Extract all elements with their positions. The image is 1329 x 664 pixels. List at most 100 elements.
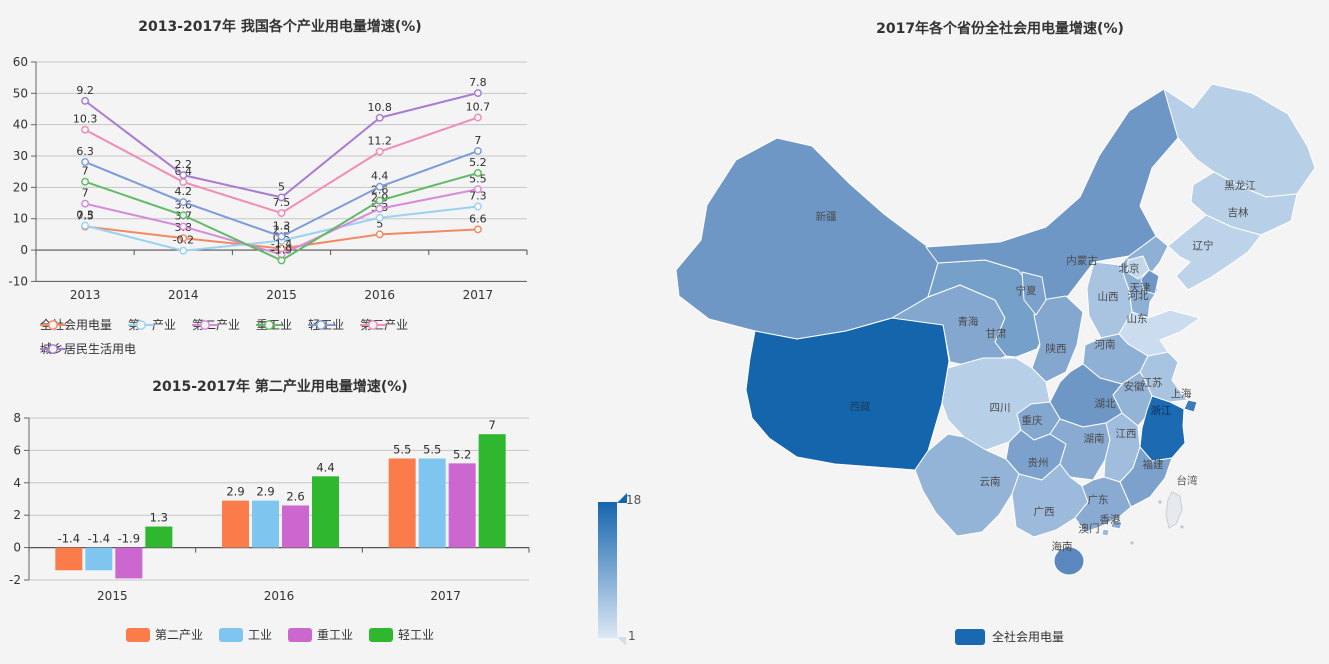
map-province[interactable]: [1053, 546, 1085, 576]
y-tick-label: 0: [13, 541, 21, 555]
province-label: 上海: [1171, 387, 1193, 400]
legend-item-工业[interactable]: 工业: [218, 626, 272, 643]
bar-chart[interactable]: 8 6 4 2 0 -2 2015 -1.4 -1.4 -1.9 1.3 2016 2.9 2.9 2.6 4…: [0, 370, 560, 664]
data-point-marker[interactable]: [81, 96, 90, 105]
data-point-marker[interactable]: [179, 198, 188, 207]
data-point-marker[interactable]: [81, 125, 90, 134]
bar-重工业-2015[interactable]: [115, 547, 143, 579]
map-province[interactable]: [1074, 476, 1132, 533]
data-point-marker[interactable]: [375, 147, 384, 156]
data-point-marker[interactable]: [473, 225, 482, 234]
data-point-marker[interactable]: [375, 196, 384, 205]
legend-item-第一产业[interactable]: 第一产业: [128, 316, 176, 333]
data-point-marker[interactable]: [473, 169, 482, 177]
bar-第二产业-2016[interactable]: [222, 500, 249, 548]
legend-item-全社会用电量[interactable]: 全社会用电量: [40, 316, 112, 333]
map-panel: 2017年各个省份全社会用电量增速(%) 新疆 西藏 内蒙古 青海 甘肃 宁夏 陕西 山西 河北…: [560, 0, 1329, 664]
map-color-scale[interactable]: 18 1: [598, 493, 641, 646]
legend-item-轻工业[interactable]: 轻工业: [369, 626, 434, 643]
legend-item-第二产业[interactable]: 第二产业: [192, 316, 240, 333]
bar-重工业-2016[interactable]: [282, 505, 309, 548]
data-label: 4.2: [175, 185, 193, 198]
bar-工业-2017[interactable]: [418, 458, 446, 548]
data-point-marker[interactable]: [81, 177, 90, 186]
x-tick-label: 2017: [430, 589, 461, 603]
line-series-marker-icon: [256, 319, 283, 330]
data-point-marker[interactable]: [277, 256, 286, 265]
bar-重工业-2017[interactable]: [448, 463, 476, 548]
color-scale-min-handle-icon[interactable]: [617, 637, 626, 646]
map-province[interactable]: [675, 137, 939, 340]
data-point-marker[interactable]: [81, 221, 90, 230]
legend-item-第三产业[interactable]: 第三产业: [360, 316, 408, 333]
legend-item-重工业[interactable]: 重工业: [256, 316, 292, 333]
color-scale-max-handle-icon[interactable]: [617, 493, 627, 503]
data-point-marker[interactable]: [179, 171, 188, 180]
data-point-marker[interactable]: [473, 147, 482, 155]
data-label: 10.7: [466, 100, 491, 113]
map-province[interactable]: [1183, 399, 1198, 413]
map-province[interactable]: [1119, 446, 1173, 508]
map-province[interactable]: [1101, 528, 1110, 537]
data-point-marker[interactable]: [473, 202, 482, 211]
line-series-marker-icon: [308, 319, 335, 330]
bar-轻工业-2016[interactable]: [312, 476, 339, 548]
bar-第二产业-2015[interactable]: [55, 547, 83, 571]
legend-item-轻工业[interactable]: 轻工业: [308, 316, 344, 333]
data-point-marker[interactable]: [179, 246, 188, 255]
map-province[interactable]: [1110, 519, 1123, 530]
data-point-marker[interactable]: [473, 185, 482, 194]
data-point-marker[interactable]: [473, 113, 482, 122]
data-point-marker[interactable]: [179, 234, 188, 243]
map-province[interactable]: [914, 433, 1020, 537]
province-label: 贵州: [1028, 456, 1049, 469]
data-point-marker[interactable]: [375, 230, 384, 239]
legend-item-重工业[interactable]: 重工业: [288, 626, 353, 643]
data-point-marker[interactable]: [277, 193, 286, 202]
data-label: -1.4: [271, 237, 292, 250]
map-legend-marker: [955, 628, 985, 645]
data-point-marker[interactable]: [277, 209, 286, 218]
map-legend-item[interactable]: 全社会用电量: [955, 628, 1064, 645]
color-scale-gradient-bar[interactable]: [598, 502, 617, 638]
province-label: 青海: [958, 315, 979, 328]
map-province[interactable]: [1126, 255, 1150, 280]
bar-轻工业-2015[interactable]: [145, 526, 173, 548]
data-point-marker[interactable]: [375, 113, 384, 122]
data-label: 10.8: [367, 101, 392, 114]
map-province[interactable]: [1031, 295, 1084, 383]
bar-轻工业-2017[interactable]: [478, 434, 506, 548]
line-chart[interactable]: 6050403020100-10201320142015201620177.53…: [0, 0, 560, 310]
legend-item-第二产业[interactable]: 第二产业: [125, 626, 203, 643]
data-point-marker[interactable]: [375, 204, 384, 213]
map-province[interactable]: [1140, 269, 1160, 295]
data-label: 5: [278, 180, 285, 193]
data-point-marker[interactable]: [375, 182, 384, 191]
x-tick-label: 2017: [463, 288, 494, 302]
bar-工业-2016[interactable]: [252, 500, 279, 548]
data-label: 5.2: [469, 156, 487, 169]
data-label: 6.3: [76, 145, 94, 158]
bar-series-marker-icon: [218, 627, 243, 642]
y-tick-label: 10: [13, 212, 28, 226]
bar-chart-legend: 第二产业 工业 重工业 轻工业: [0, 626, 560, 643]
data-point-marker[interactable]: [179, 222, 188, 231]
data-label: 5.5: [469, 172, 487, 185]
data-point-marker[interactable]: [375, 213, 384, 222]
map-province[interactable]: [1021, 271, 1047, 316]
map-province[interactable]: [1165, 491, 1183, 529]
data-point-marker[interactable]: [473, 89, 482, 97]
color-scale-min-label: 1: [628, 629, 636, 643]
map-province[interactable]: [1190, 171, 1298, 236]
legend-item-城乡居民生活用电[interactable]: 城乡居民生活用电: [40, 340, 136, 357]
data-label: 7: [474, 134, 481, 147]
data-point-marker[interactable]: [179, 178, 188, 186]
data-point-marker[interactable]: [277, 232, 286, 241]
data-point-marker[interactable]: [81, 199, 90, 208]
data-point-marker[interactable]: [81, 158, 90, 166]
map-province[interactable]: [1163, 83, 1316, 198]
bar-工业-2015[interactable]: [85, 547, 113, 571]
data-point-marker[interactable]: [179, 211, 188, 220]
bar-第二产业-2017[interactable]: [388, 458, 416, 548]
